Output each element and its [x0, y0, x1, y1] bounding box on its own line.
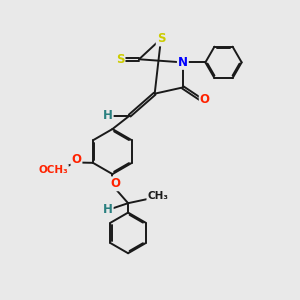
Text: S: S [157, 32, 165, 45]
Text: CH₃: CH₃ [147, 191, 168, 201]
Text: H: H [103, 203, 113, 216]
Text: N: N [178, 56, 188, 69]
Text: H: H [103, 109, 113, 122]
Text: S: S [116, 53, 124, 66]
Text: OCH₃: OCH₃ [38, 165, 68, 175]
Text: O: O [71, 153, 82, 166]
Text: O: O [111, 177, 121, 190]
Text: O: O [200, 93, 210, 106]
